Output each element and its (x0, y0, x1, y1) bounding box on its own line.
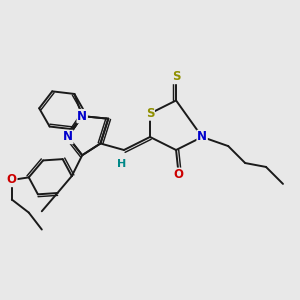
Text: H: H (117, 159, 126, 169)
Text: S: S (146, 107, 154, 120)
Text: O: O (7, 173, 17, 187)
Text: N: N (77, 110, 87, 123)
Text: N: N (197, 130, 207, 143)
Text: N: N (63, 130, 73, 143)
Text: S: S (172, 70, 180, 83)
Text: O: O (174, 168, 184, 181)
